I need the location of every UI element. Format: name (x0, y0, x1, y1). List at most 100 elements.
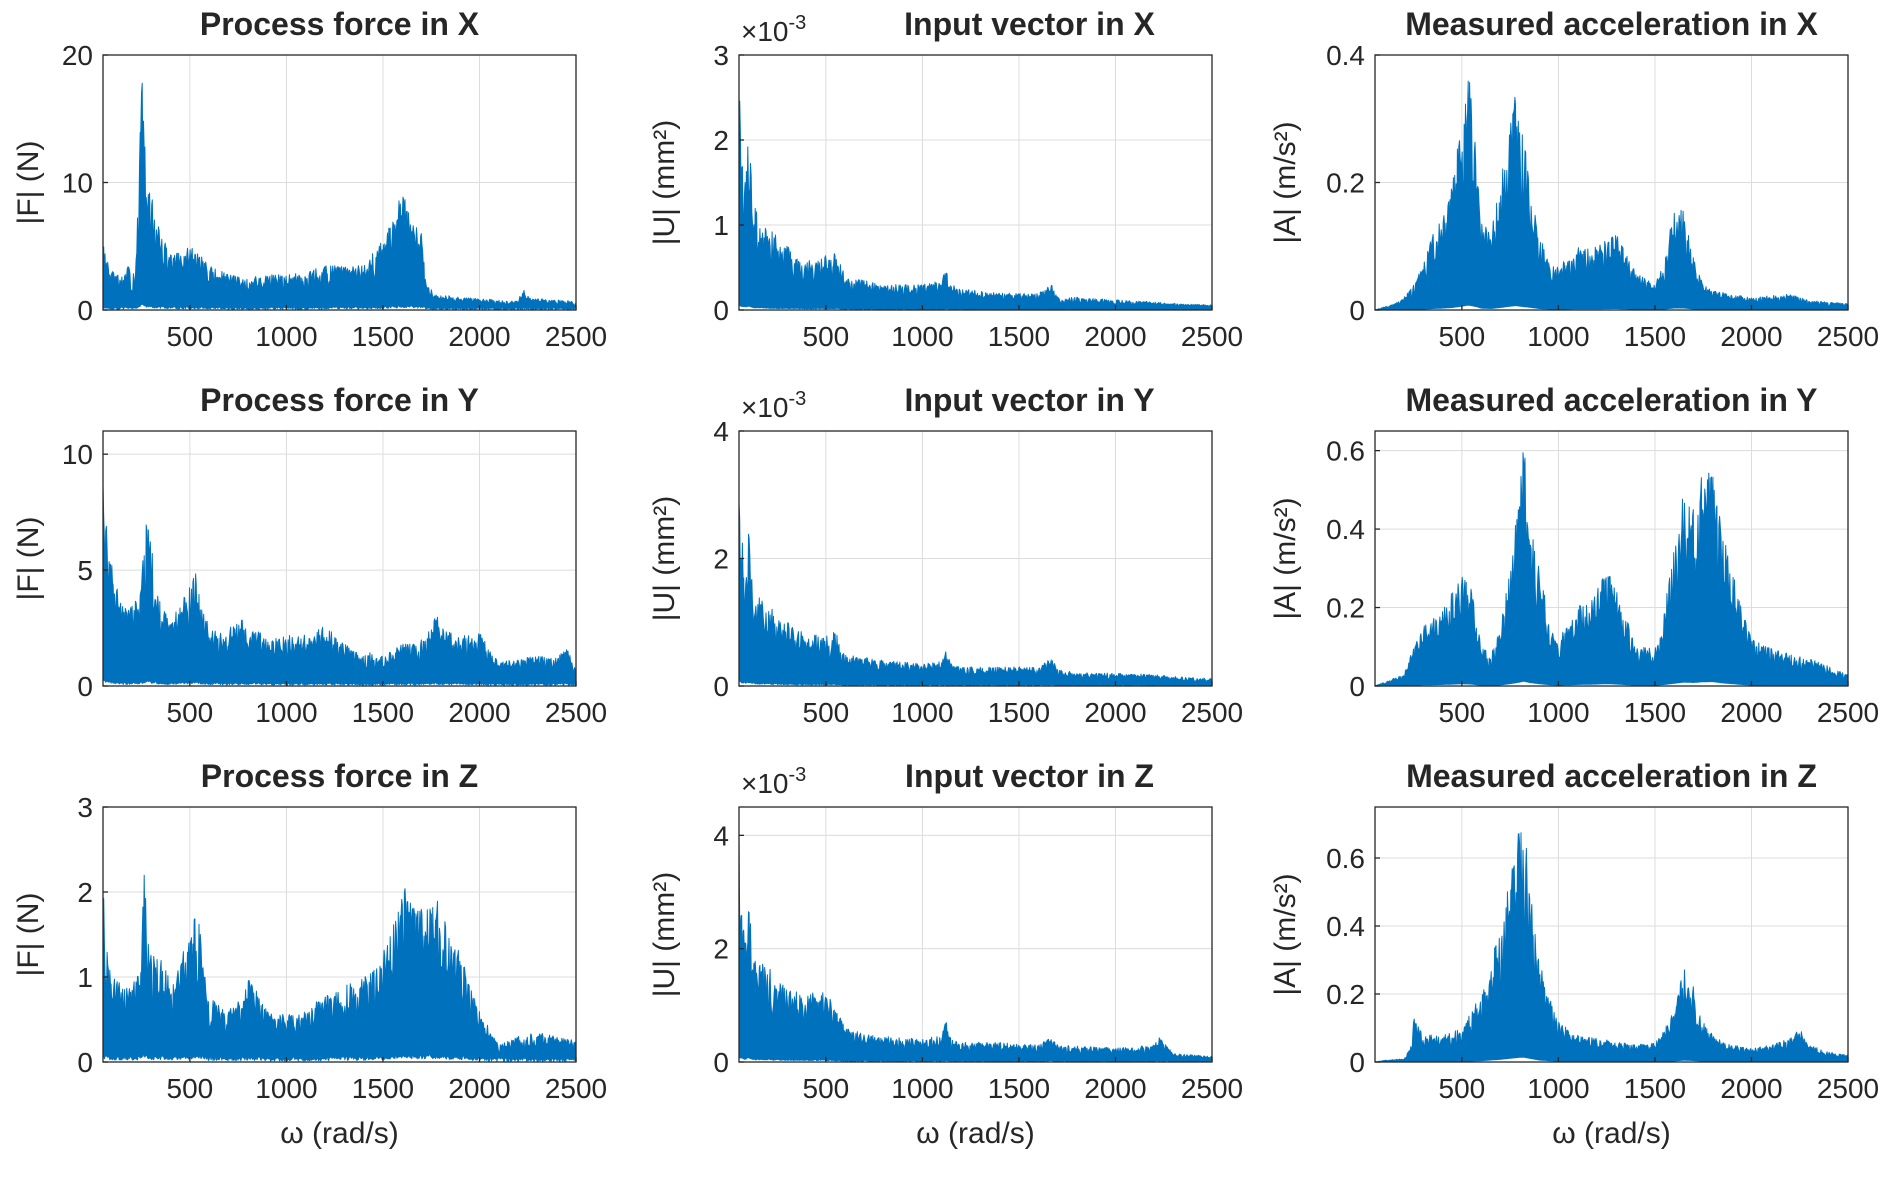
y-tick-label: 3 (77, 792, 93, 823)
y-tick-label: 0 (1349, 671, 1365, 702)
x-tick-label: 500 (1439, 697, 1486, 728)
y-tick-label: 0 (713, 295, 729, 326)
axis-exponent: ×10-3 (741, 764, 806, 799)
y-tick-label: 1 (713, 210, 729, 241)
y-tick-label: 1 (77, 962, 93, 993)
x-tick-label: 500 (167, 321, 214, 352)
y-tick-label: 0 (713, 1047, 729, 1078)
axis-exponent: ×10-3 (741, 12, 806, 47)
spectrum-series (102, 82, 577, 311)
y-tick-label: 0.4 (1326, 911, 1365, 942)
x-tick-label: 500 (167, 1073, 214, 1104)
x-tick-label: 2500 (1181, 1073, 1243, 1104)
x-tick-label: 2500 (545, 321, 607, 352)
x-tick-label: 1500 (1624, 697, 1686, 728)
y-axis-label: |A| (m/s²) (1269, 497, 1302, 619)
x-tick-label: 1500 (988, 697, 1050, 728)
x-tick-label: 2000 (1720, 697, 1782, 728)
chart-title: Measured acceleration in Y (1405, 382, 1817, 418)
x-tick-label: 2500 (1181, 697, 1243, 728)
spectrum-series (738, 836, 1213, 1063)
x-tick-label: 1500 (352, 321, 414, 352)
x-tick-label: 2000 (1084, 697, 1146, 728)
y-tick-label: 10 (62, 168, 93, 199)
y-tick-label: 0.2 (1326, 979, 1365, 1010)
y-tick-label: 2 (713, 544, 729, 575)
y-axis-label: |U| (mm²) (648, 872, 681, 998)
x-tick-label: 500 (1439, 321, 1486, 352)
y-axis-label: |F| (N) (12, 893, 45, 977)
axes-box (1374, 430, 1849, 687)
chart-title: Measured acceleration in Z (1406, 758, 1817, 794)
axes-box (102, 806, 577, 1063)
chart-fy: 500 1000 1500 2000 2500 0 5 10 Process force in … (12, 382, 607, 728)
x-tick-label: 1500 (352, 697, 414, 728)
x-tick-label: 1000 (891, 697, 953, 728)
chart-title: Input vector in X (904, 6, 1155, 42)
y-tick-label: 0.2 (1326, 593, 1365, 624)
chart-title: Process force in Z (201, 758, 478, 794)
x-tick-label: 2500 (545, 697, 607, 728)
x-tick-label: 2500 (1817, 697, 1879, 728)
x-tick-label: 2500 (1817, 1073, 1879, 1104)
y-tick-label: 0.2 (1326, 168, 1365, 199)
x-tick-label: 1000 (891, 321, 953, 352)
y-axis-label: |U| (mm²) (648, 120, 681, 246)
x-tick-label: 1000 (1527, 1073, 1589, 1104)
x-tick-label: 1000 (255, 321, 317, 352)
y-tick-label: 2 (77, 877, 93, 908)
chart-ux: 500 1000 1500 2000 2500 0 1 2 3 ×10-3 Input vector… (648, 6, 1243, 352)
x-tick-label: 2000 (448, 1073, 510, 1104)
x-tick-label: 2000 (1720, 321, 1782, 352)
x-tick-label: 1500 (352, 1073, 414, 1104)
chart-fz: 500 1000 1500 2000 2500 0 1 2 3 Process force in … (12, 758, 607, 1150)
chart-uy: 500 1000 1500 2000 2500 0 2 4 ×10-3 Input vector … (648, 382, 1243, 728)
y-tick-label: 2 (713, 125, 729, 156)
chart-ax: 500 1000 1500 2000 2500 0 0.2 0.4 Measured accel… (1269, 6, 1879, 352)
x-axis-label: ω (rad/s) (1552, 1117, 1670, 1150)
x-tick-label: 2000 (1084, 1073, 1146, 1104)
y-axis-label: |U| (mm²) (648, 496, 681, 622)
y-tick-label: 0.6 (1326, 843, 1365, 874)
y-tick-label: 4 (713, 416, 729, 447)
y-tick-label: 0.6 (1326, 436, 1365, 467)
y-tick-label: 0 (1349, 1047, 1365, 1078)
axes-box (738, 806, 1213, 1063)
y-axis-label: |F| (N) (12, 517, 45, 601)
x-axis-label: ω (rad/s) (280, 1117, 398, 1150)
x-tick-label: 1000 (891, 1073, 953, 1104)
y-axis-label: |A| (m/s²) (1269, 121, 1302, 243)
y-tick-label: 3 (713, 40, 729, 71)
x-tick-label: 2500 (1817, 321, 1879, 352)
x-tick-label: 1000 (255, 697, 317, 728)
y-tick-label: 5 (77, 555, 93, 586)
spectrum-series (738, 100, 1213, 311)
x-tick-label: 2500 (1181, 321, 1243, 352)
y-tick-label: 2 (713, 934, 729, 965)
y-tick-label: 0 (713, 671, 729, 702)
y-tick-label: 0 (1349, 295, 1365, 326)
y-axis-label: |F| (N) (12, 141, 45, 225)
axes-box (102, 430, 577, 687)
x-axis-label: ω (rad/s) (916, 1117, 1034, 1150)
y-tick-label: 0 (77, 1047, 93, 1078)
spectrum-series (102, 484, 577, 686)
spectrum-series (1374, 452, 1849, 687)
y-axis-label: |A| (m/s²) (1269, 873, 1302, 995)
x-tick-label: 500 (803, 1073, 850, 1104)
x-tick-label: 2000 (448, 321, 510, 352)
y-tick-label: 0.4 (1326, 40, 1365, 71)
x-tick-label: 1000 (1527, 321, 1589, 352)
spectrum-series (738, 502, 1213, 687)
y-tick-label: 0 (77, 671, 93, 702)
chart-title: Process force in Y (200, 382, 479, 418)
axis-exponent: ×10-3 (741, 388, 806, 423)
y-tick-label: 20 (62, 40, 93, 71)
x-tick-label: 500 (803, 697, 850, 728)
chart-title: Input vector in Z (905, 758, 1154, 794)
x-tick-label: 1500 (1624, 1073, 1686, 1104)
x-tick-label: 1500 (1624, 321, 1686, 352)
chart-title: Input vector in Y (904, 382, 1154, 418)
x-tick-label: 1500 (988, 321, 1050, 352)
